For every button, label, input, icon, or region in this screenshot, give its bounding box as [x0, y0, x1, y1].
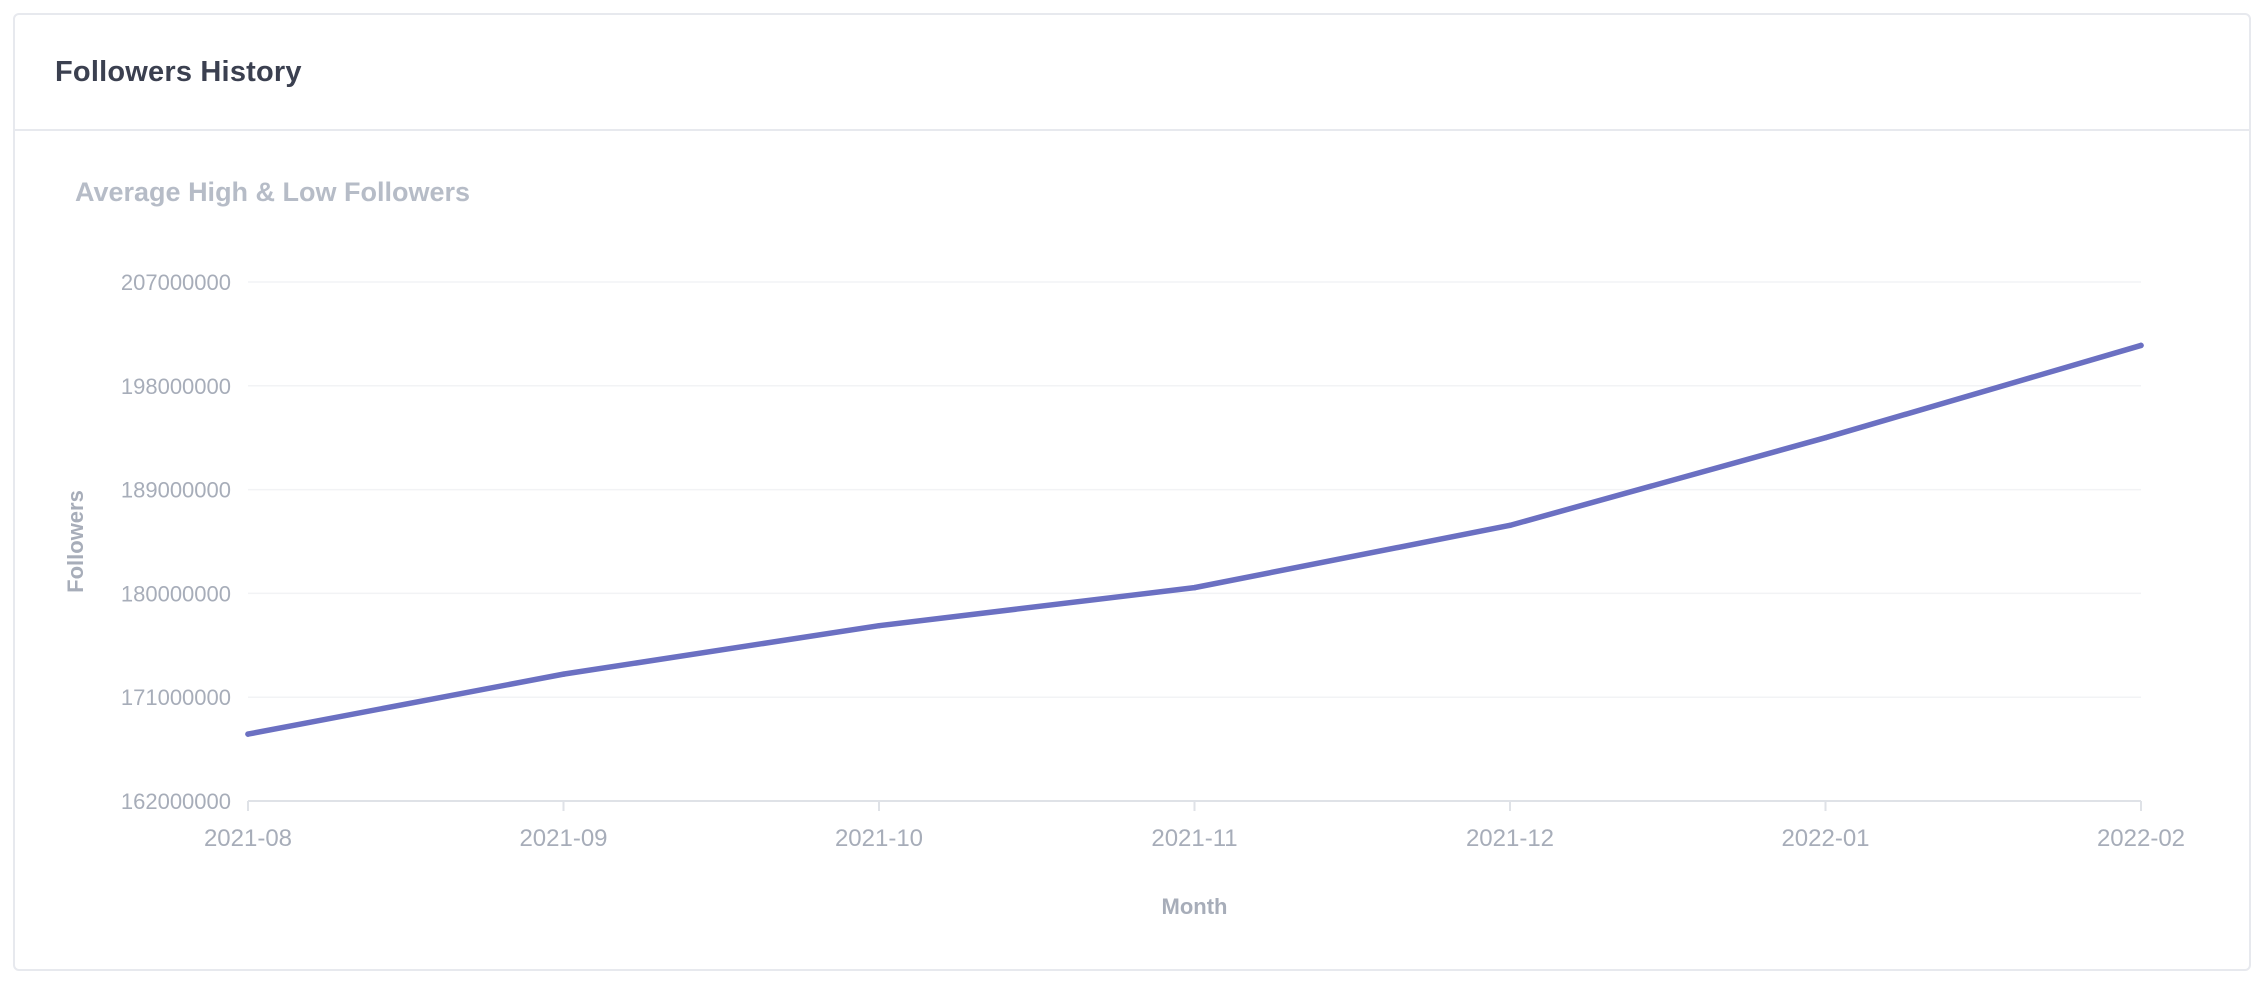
y-tick-labels: 207000000 198000000 189000000 180000000 1710… — [121, 270, 231, 814]
y-tick-label: 180000000 — [121, 581, 231, 606]
followers-history-card: Followers History Average High & Low Fol… — [13, 13, 2251, 971]
y-axis-title: Followers — [63, 490, 88, 593]
followers-line-chart: Average High & Low Followers 207000000 19… — [63, 177, 2185, 919]
x-tick-label: 2022-02 — [2097, 825, 2185, 852]
data-point — [245, 731, 251, 737]
x-tick-label: 2021-08 — [204, 825, 292, 852]
data-point — [560, 671, 567, 677]
x-tick-label: 2021-11 — [1151, 825, 1237, 852]
x-tick-label: 2021-10 — [835, 825, 923, 852]
card-header: Followers History — [15, 15, 2249, 131]
series-line — [245, 342, 2144, 737]
data-point — [1822, 434, 1829, 441]
axes — [247, 800, 2142, 811]
y-tick-label: 207000000 — [121, 270, 231, 295]
x-tick-label: 2021-09 — [519, 825, 607, 852]
y-tick-label: 162000000 — [121, 789, 231, 814]
data-point — [1507, 522, 1513, 529]
chart-area: Average High & Low Followers 207000000 19… — [15, 131, 2249, 969]
data-point — [876, 622, 882, 629]
x-tick-label: 2021-12 — [1466, 825, 1554, 852]
y-tick-label: 198000000 — [121, 374, 231, 399]
y-tick-label: 171000000 — [121, 685, 231, 710]
data-point — [2138, 342, 2144, 349]
card-title: Followers History — [55, 55, 302, 88]
x-tick-label: 2022-01 — [1781, 825, 1869, 852]
grid-lines — [248, 281, 2141, 698]
x-axis-title: Month — [1162, 894, 1228, 919]
y-tick-label: 189000000 — [121, 478, 231, 503]
chart-title: Average High & Low Followers — [75, 177, 470, 207]
x-tick-labels: 2021-08 2021-09 2021-10 2021-11 2021-12 2022-… — [204, 825, 2185, 852]
data-point — [1191, 584, 1198, 591]
series-layer — [245, 342, 2144, 737]
